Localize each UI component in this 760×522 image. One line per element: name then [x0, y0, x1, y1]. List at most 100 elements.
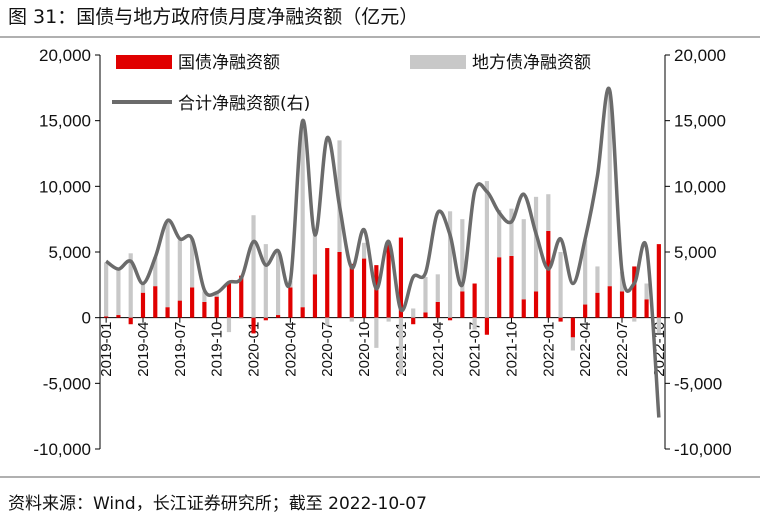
bar-local — [595, 266, 600, 293]
source-note: 资料来源：Wind，长江证券研究所；截至 2022-10-07 — [8, 494, 427, 514]
bar-local — [521, 219, 526, 300]
bar-local — [398, 317, 404, 375]
bar-national — [570, 317, 575, 338]
bar-local — [583, 240, 588, 305]
bar-local — [177, 240, 182, 301]
bar-national — [251, 317, 256, 334]
bar-national — [447, 317, 453, 321]
line-layer — [105, 86, 661, 418]
bar-local — [165, 221, 170, 308]
bar-national — [472, 283, 477, 318]
bar-national — [374, 265, 379, 318]
legend-label-local: 地方债净融资额 — [472, 53, 591, 73]
bar-local — [325, 317, 330, 326]
left-tick-label: 20,000 — [39, 46, 91, 65]
total-line — [105, 86, 661, 418]
legend-label-total: 合计净融资额(右) — [178, 94, 310, 114]
bar-national — [656, 244, 661, 318]
bar-local — [484, 181, 489, 318]
bar-local — [460, 219, 465, 292]
bar-national — [104, 316, 109, 318]
x-tick-label: 2020-04 — [282, 322, 299, 377]
right-tick-label: 0 — [674, 309, 683, 328]
bar-local — [128, 253, 133, 318]
bar-local — [558, 252, 563, 318]
bar-national — [190, 287, 195, 318]
bar-local — [312, 234, 318, 275]
bar-national — [325, 248, 330, 318]
bar-national — [226, 283, 232, 318]
bar-national — [521, 299, 526, 318]
x-tick-label: 2021-07 — [467, 322, 484, 377]
bar-national — [533, 291, 539, 318]
right-tick-label: 10,000 — [674, 177, 726, 196]
axis-layer: -10,000 -5,000 0 5,000 10,000 15,000 20,000 -10… — [33, 46, 731, 459]
bar-local — [411, 308, 416, 318]
bar-national — [546, 230, 551, 318]
right-tick-label: 15,000 — [674, 112, 726, 131]
bar-national — [595, 292, 600, 318]
bar-local — [386, 317, 391, 322]
bar-local — [214, 292, 219, 297]
bar-national — [202, 301, 207, 318]
figure-title: 图 31：国债与地方政府债月度净融资额（亿元） — [8, 6, 419, 28]
bar-national — [435, 301, 440, 318]
bar-local — [644, 283, 649, 300]
bar-local — [300, 120, 305, 308]
bar-national — [165, 307, 170, 318]
bar-local — [447, 211, 453, 318]
bar-national — [214, 296, 219, 318]
bar-national — [263, 317, 268, 321]
bar-national — [239, 275, 244, 318]
bar-national — [558, 317, 563, 322]
x-tick-label: 2020-10 — [356, 322, 373, 377]
bar-local — [140, 283, 146, 293]
bar-national — [177, 300, 182, 318]
bar-local — [276, 250, 281, 316]
bar-local — [607, 91, 612, 287]
x-tick-label: 2021-10 — [503, 322, 520, 377]
bar-national — [632, 266, 637, 318]
bar-local — [239, 317, 244, 319]
bar-national — [337, 252, 342, 318]
left-tick-label: -5,000 — [43, 374, 91, 393]
x-tick-label: 2019-10 — [209, 322, 226, 377]
left-tick-label: -10,000 — [33, 440, 91, 459]
bar-national — [300, 307, 305, 318]
bar-local — [472, 317, 477, 330]
left-tick-label: 0 — [82, 309, 91, 328]
right-tick-label: -5,000 — [674, 374, 722, 393]
bar-national — [484, 317, 489, 335]
bar-local — [570, 337, 575, 351]
x-tick-label: 2019-07 — [172, 322, 189, 377]
x-tick-label: 2020-07 — [319, 322, 336, 377]
bar-local — [190, 238, 195, 288]
footer-rule — [0, 476, 760, 478]
bar-national — [644, 299, 649, 318]
bar-national — [128, 317, 133, 325]
bar-national — [460, 291, 465, 318]
x-tick-label: 2020-01 — [246, 322, 263, 377]
bar-national — [140, 292, 146, 318]
x-tick-label: 2019-04 — [135, 322, 152, 377]
bar-local — [251, 215, 256, 318]
bar-national — [398, 237, 404, 318]
bar-local — [263, 244, 268, 318]
legend-swatch-local — [410, 55, 466, 69]
bar-national — [619, 291, 625, 318]
bar-national — [153, 286, 158, 318]
x-tick-label: 2022-04 — [577, 322, 594, 377]
bar-national — [116, 315, 121, 318]
bar-local — [423, 276, 428, 313]
right-tick-label: 5,000 — [674, 243, 717, 262]
bars-layer — [104, 91, 661, 375]
bar-local — [361, 242, 367, 259]
legend-swatch-national — [116, 55, 172, 69]
title-rule — [0, 36, 760, 38]
x-tick-label: 2019-01 — [98, 322, 115, 377]
x-tick-label: 2022-01 — [540, 322, 557, 377]
bar-local — [374, 317, 379, 348]
bar-local — [435, 274, 440, 302]
bar-national — [497, 257, 502, 318]
